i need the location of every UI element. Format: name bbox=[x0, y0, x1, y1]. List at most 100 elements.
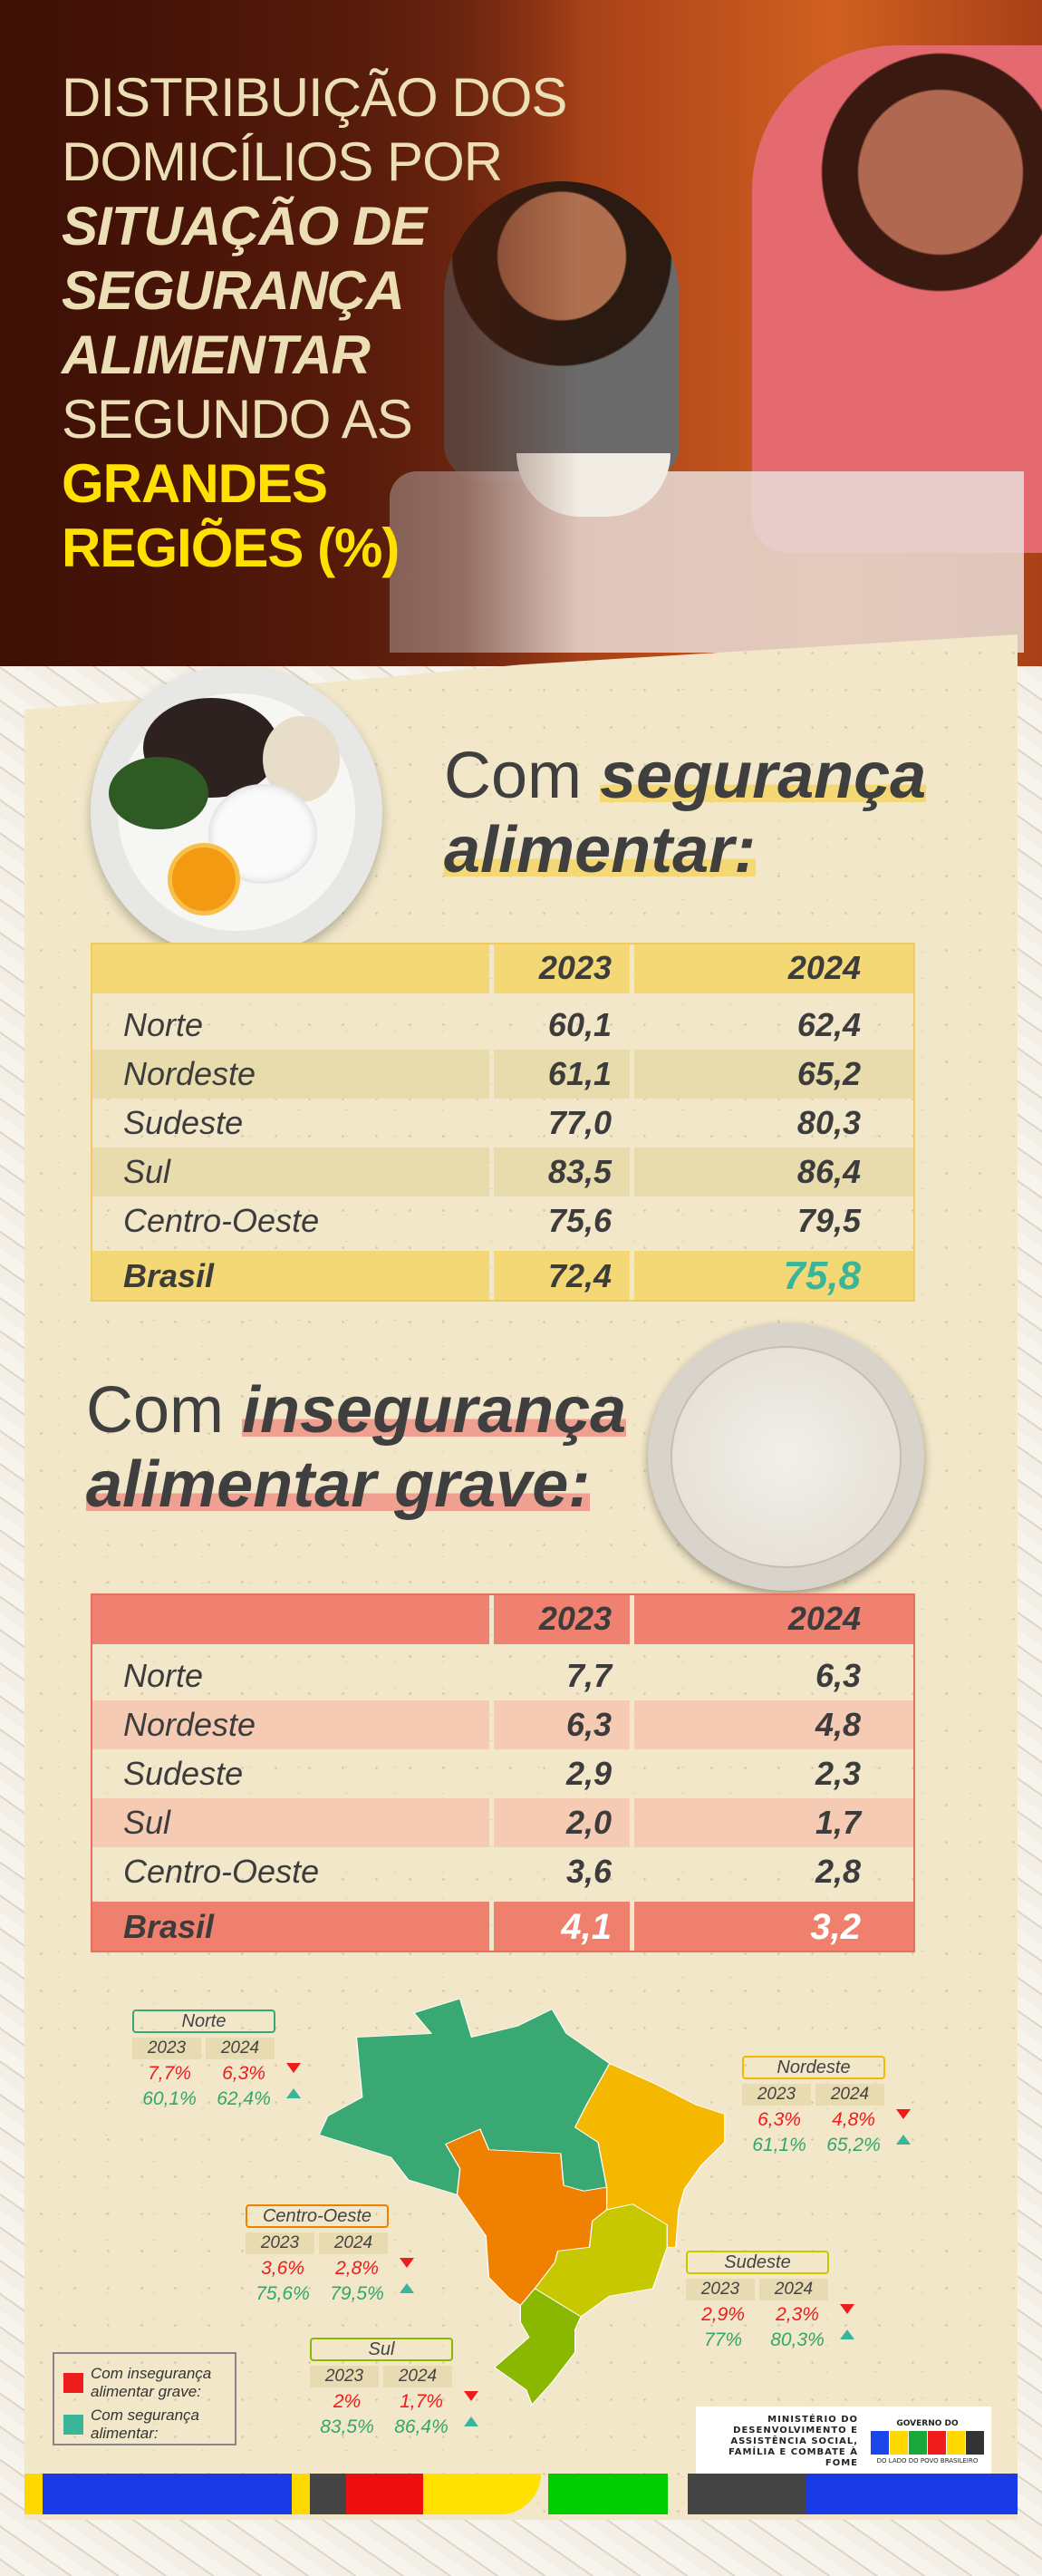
hero-photo bbox=[0, 0, 1042, 666]
table-cell: Sul bbox=[91, 1148, 489, 1196]
table-cell: 2023 bbox=[494, 943, 630, 993]
table-row: Sudeste 77,0 80,3 bbox=[91, 1099, 915, 1148]
table-cell: 4,8 bbox=[634, 1700, 915, 1749]
down-arrow-icon bbox=[286, 2063, 301, 2073]
table-cell: Sudeste bbox=[123, 1755, 244, 1792]
table-row: Norte 7,7 6,3 bbox=[91, 1651, 915, 1700]
severe-insecurity-heading: Com insegurança alimentar grave: bbox=[86, 1374, 627, 1521]
table-cell: Nordeste bbox=[91, 1050, 489, 1099]
region-value: 2% 1,7% bbox=[310, 2391, 491, 2413]
table-cell: 6,3 bbox=[494, 1700, 630, 1749]
table-cell: 2,0 bbox=[494, 1798, 630, 1847]
title-line: ALIMENTAR bbox=[62, 324, 371, 385]
region-value: 6,3% bbox=[222, 2063, 265, 2084]
region-value: 83,5% 86,4% bbox=[310, 2416, 491, 2438]
region-value: 4,8% bbox=[832, 2109, 875, 2130]
table-cell: 2024 bbox=[634, 943, 915, 993]
region-value: 2023 2024 bbox=[686, 2279, 867, 2300]
table-cell: 2023 bbox=[494, 1593, 630, 1644]
page-title: DISTRIBUIÇÃO DOS DOMICÍLIOS POR SITUAÇÃO… bbox=[62, 65, 567, 580]
table-header: 2023 2024 bbox=[91, 943, 915, 993]
down-arrow-icon bbox=[840, 2304, 854, 2314]
region-card-norte: Norte 2023 2024 7,7% 6,3% 60,1% 62,4% bbox=[132, 2009, 314, 2110]
table-row: Norte 60,1 62,4 bbox=[91, 1001, 915, 1050]
region-value: 75,6% 79,5% bbox=[246, 2283, 427, 2305]
table-cell: Sudeste bbox=[123, 1104, 244, 1141]
region-value: 2023 2024 bbox=[742, 2084, 923, 2106]
table-cell: 72,4 bbox=[494, 1251, 630, 1302]
woman-eating-illustration bbox=[752, 45, 1042, 553]
region-value: 60,1% bbox=[142, 2088, 197, 2109]
empty-plate-image bbox=[648, 1323, 924, 1591]
table-row: Centro-Oeste 75,6 79,5 bbox=[91, 1196, 915, 1245]
region-name: Nordeste bbox=[742, 2056, 885, 2079]
table-cell: 61,1 bbox=[494, 1050, 630, 1099]
region-value: 60,1% 62,4% bbox=[132, 2088, 314, 2110]
table-cell: Norte bbox=[123, 1657, 204, 1694]
region-value: 2023 bbox=[742, 2084, 811, 2106]
region-value: 2023 bbox=[246, 2232, 314, 2254]
region-value: 75,6% bbox=[256, 2283, 310, 2304]
table-cell: 65,2 bbox=[634, 1050, 915, 1099]
title-line: DOMICÍLIOS POR bbox=[62, 131, 503, 192]
table-cell: 6,3 bbox=[815, 1657, 861, 1694]
region-card-nordeste: Nordeste 2023 2024 6,3% 4,8% 61,1% 65,2% bbox=[742, 2056, 923, 2156]
table-cell: 2,9 bbox=[565, 1755, 612, 1792]
region-value: 79,5% bbox=[330, 2283, 384, 2304]
region-name: Sul bbox=[310, 2338, 453, 2361]
legend-swatch-seguranca bbox=[63, 2415, 83, 2435]
food-security-table: 2023 2024 Norte 60,1 62,4 Nordeste 61,1 65,2 … bbox=[91, 943, 915, 1302]
map-region-nordeste bbox=[574, 2062, 726, 2248]
title-line: SITUAÇÃO DE bbox=[62, 196, 427, 257]
region-card-centro-oeste: Centro-Oeste 2023 2024 3,6% 2,8% 75,6% 79,5… bbox=[246, 2204, 427, 2305]
region-name: Norte bbox=[132, 2009, 275, 2033]
table-cell: Norte bbox=[123, 1006, 204, 1043]
region-value: 86,4% bbox=[394, 2416, 449, 2437]
region-value: 2,9% bbox=[701, 2304, 745, 2325]
table-cell: 75,8 bbox=[634, 1251, 915, 1302]
region-value: 77% bbox=[703, 2329, 743, 2350]
region-value: 77% 80,3% bbox=[686, 2329, 867, 2351]
region-value: 7,7% bbox=[148, 2063, 191, 2084]
region-value: 2024 bbox=[319, 2232, 388, 2254]
table-cell: 60,1 bbox=[547, 1006, 612, 1043]
ministry-name: MINISTÉRIO DO DESENVOLVIMENTO E ASSISTÊN… bbox=[728, 2414, 858, 2468]
region-value: 2024 bbox=[759, 2279, 828, 2300]
table-cell: Centro-Oeste bbox=[123, 1853, 320, 1890]
table-cell bbox=[91, 943, 489, 993]
table-cell: 4,1 bbox=[494, 1902, 630, 1952]
region-card-sudeste: Sudeste 2023 2024 2,9% 2,3% 77% 80,3% bbox=[686, 2251, 867, 2351]
region-value: 2023 bbox=[310, 2366, 379, 2387]
up-arrow-icon bbox=[896, 2135, 911, 2145]
table-cell: 77,0 bbox=[547, 1104, 612, 1141]
legend-swatch-grave bbox=[63, 2373, 83, 2393]
region-value: 62,4% bbox=[217, 2088, 271, 2109]
region-value: 2,9% 2,3% bbox=[686, 2304, 867, 2326]
region-value: 2024 bbox=[206, 2038, 275, 2059]
region-value: 2023 2024 bbox=[246, 2232, 427, 2254]
title-line: SEGUNDO AS bbox=[62, 389, 413, 450]
region-name: Sudeste bbox=[686, 2251, 829, 2274]
title-line: DISTRIBUIÇÃO DOS bbox=[62, 67, 567, 128]
region-value: 2024 bbox=[383, 2366, 452, 2387]
region-value: 2023 bbox=[686, 2279, 755, 2300]
down-arrow-icon bbox=[896, 2109, 911, 2119]
table-cell: 2,8 bbox=[815, 1853, 861, 1890]
title-line: GRANDES bbox=[62, 453, 328, 514]
region-card-sul: Sul 2023 2024 2% 1,7% 83,5% 86,4% bbox=[310, 2338, 491, 2438]
table-cell: 62,4 bbox=[796, 1006, 861, 1043]
table-cell: 1,7 bbox=[634, 1798, 915, 1847]
region-value: 65,2% bbox=[826, 2135, 881, 2155]
full-plate-image bbox=[91, 666, 382, 958]
map-region-sul bbox=[493, 2288, 582, 2407]
table-cell: 3,2 bbox=[634, 1902, 915, 1952]
up-arrow-icon bbox=[286, 2088, 301, 2098]
up-arrow-icon bbox=[464, 2416, 478, 2426]
region-value: 2024 bbox=[815, 2084, 884, 2106]
region-value: 83,5% bbox=[320, 2416, 374, 2437]
region-value: 6,3% 4,8% bbox=[742, 2109, 923, 2131]
table-cell: Sul bbox=[91, 1798, 489, 1847]
food-security-heading: Com segurança alimentar: bbox=[444, 740, 927, 886]
region-value: 61,1% bbox=[752, 2135, 806, 2155]
region-value: 2,8% bbox=[335, 2258, 379, 2279]
